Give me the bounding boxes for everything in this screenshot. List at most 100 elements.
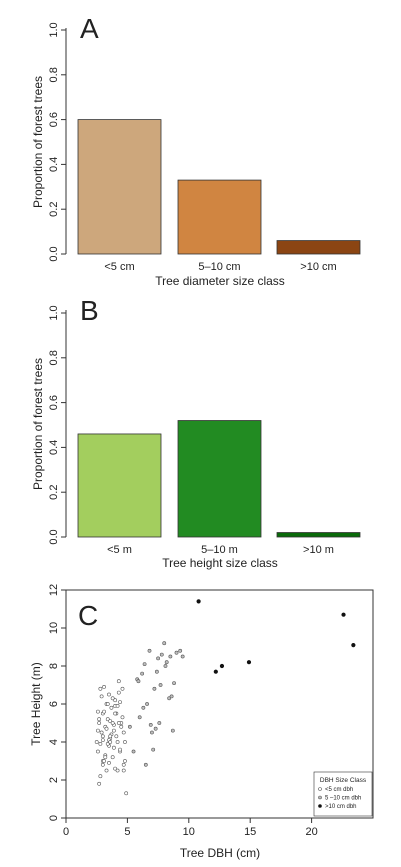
scatter-point xyxy=(113,698,118,703)
scatter-point xyxy=(116,690,121,695)
panel-b-letter: B xyxy=(80,295,99,326)
scatter-point xyxy=(152,686,157,691)
scatter-point xyxy=(108,734,113,739)
scatter-point xyxy=(113,711,118,716)
scatter-point xyxy=(341,612,346,617)
x-tick-label: 5–10 cm xyxy=(198,261,240,273)
panel-b-bars xyxy=(77,420,361,538)
scatter-point xyxy=(108,719,113,724)
y-tick-label: 12 xyxy=(48,584,60,596)
scatter-point xyxy=(151,747,156,752)
scatter-point xyxy=(137,715,142,720)
scatter-point xyxy=(110,721,115,725)
scatter-point xyxy=(121,730,126,735)
scatter-point xyxy=(115,740,120,744)
x-tick-label: <5 m xyxy=(107,544,132,556)
scatter-point xyxy=(196,599,201,604)
bar xyxy=(77,119,162,255)
scatter-point xyxy=(96,709,100,714)
scatter-point xyxy=(102,685,106,689)
scatter-point xyxy=(120,686,125,691)
y-tick-label: 0.0 xyxy=(48,529,60,544)
scatter-point xyxy=(98,742,103,746)
legend-entries: <5 cm dbh 5 –10 cm dbh >10 cm dbh xyxy=(318,787,361,810)
scatter-point xyxy=(100,738,105,743)
scatter-point xyxy=(168,654,173,659)
scatter-point xyxy=(100,762,105,767)
panel-c-scatter-plot: C Tree Height (m) Tree DBH (cm) 0 2 4 6 8 10 1… xyxy=(29,584,374,860)
scatter-point xyxy=(111,728,116,733)
scatter-point xyxy=(123,759,127,763)
scatter-point xyxy=(118,700,122,705)
panel-b-x-tick-labels: <5 m 5–10 m >10 m xyxy=(107,544,334,556)
scatter-point xyxy=(140,671,145,676)
y-tick-label: 10 xyxy=(48,622,60,634)
scatter-point xyxy=(114,734,119,739)
scatter-point xyxy=(111,745,116,750)
y-tick-label: 0.8 xyxy=(48,350,60,365)
scatter-point xyxy=(118,747,122,752)
panel-a-y-ticks: 0.0 0.2 0.4 0.6 0.8 1.0 xyxy=(48,22,66,262)
scatter-point xyxy=(127,724,132,729)
scatter-point xyxy=(108,740,113,744)
x-tick-label: 15 xyxy=(244,826,256,838)
scatter-point xyxy=(105,742,110,746)
x-tick-label: 0 xyxy=(63,826,69,838)
scatter-point xyxy=(115,704,120,708)
scatter-point xyxy=(94,740,99,744)
y-tick-label: 1.0 xyxy=(48,305,60,320)
scatter-point xyxy=(169,694,174,699)
scatter-point xyxy=(96,749,100,754)
scatter-point xyxy=(174,650,179,655)
panel-c-legend: DBH Size Class <5 cm dbh 5 –10 cm dbh >10 … xyxy=(313,771,373,817)
scatter-point xyxy=(102,759,106,763)
scatter-point xyxy=(105,702,110,706)
y-tick-label: 0.4 xyxy=(48,440,60,455)
scatter-point xyxy=(110,755,115,760)
scatter-point xyxy=(219,663,225,669)
scatter-point xyxy=(153,726,158,731)
scatter-point xyxy=(107,692,111,697)
scatter-point xyxy=(103,755,108,760)
legend-marker xyxy=(318,804,322,808)
scatter-point xyxy=(119,724,124,729)
scatter-point xyxy=(170,728,175,733)
bar xyxy=(177,179,262,255)
scatter-point xyxy=(97,781,102,786)
scatter-point xyxy=(351,642,356,648)
y-tick-label: 8 xyxy=(48,663,60,669)
x-tick-label: <5 cm xyxy=(104,261,134,273)
scatter-point xyxy=(100,734,105,739)
legend-entry-label: <5 cm dbh xyxy=(325,787,353,793)
panel-a-x-tick-labels: <5 cm 5–10 cm >10 cm xyxy=(104,261,336,273)
y-tick-label: 0 xyxy=(48,815,60,821)
panel-c-x-ticks: 0 5 10 15 20 xyxy=(63,818,318,838)
scatter-point xyxy=(157,721,162,725)
legend-entry-label: >10 cm dbh xyxy=(325,804,357,810)
y-tick-label: 0.8 xyxy=(48,67,60,82)
scatter-point xyxy=(105,717,110,722)
scatter-point xyxy=(136,679,141,684)
panel-c-points xyxy=(94,599,356,796)
bar xyxy=(276,532,361,538)
scatter-point xyxy=(116,679,121,684)
scatter-point xyxy=(180,654,185,659)
panel-a-bar-chart: A Proportion of forest trees Tree diamet… xyxy=(31,13,361,288)
panel-c-x-axis-label: Tree DBH (cm) xyxy=(180,846,260,860)
scatter-point xyxy=(104,726,109,731)
panel-a-letter: A xyxy=(80,13,99,44)
legend-entry-label: 5 –10 cm dbh xyxy=(325,796,361,802)
y-tick-label: 0.6 xyxy=(48,395,60,410)
scatter-point xyxy=(141,705,146,710)
legend-title: DBH Size Class xyxy=(320,777,367,784)
y-tick-label: 0.0 xyxy=(48,246,60,261)
legend-box xyxy=(313,771,373,817)
scatter-point xyxy=(172,681,176,686)
panel-b-y-ticks: 0.0 0.2 0.4 0.6 0.8 1.0 xyxy=(48,305,66,545)
scatter-point xyxy=(98,774,103,779)
x-tick-label: 5–10 m xyxy=(201,544,238,556)
panel-b-y-axis-label: Proportion of forest trees xyxy=(31,358,45,490)
scatter-point xyxy=(110,696,115,701)
scatter-point xyxy=(109,705,114,710)
